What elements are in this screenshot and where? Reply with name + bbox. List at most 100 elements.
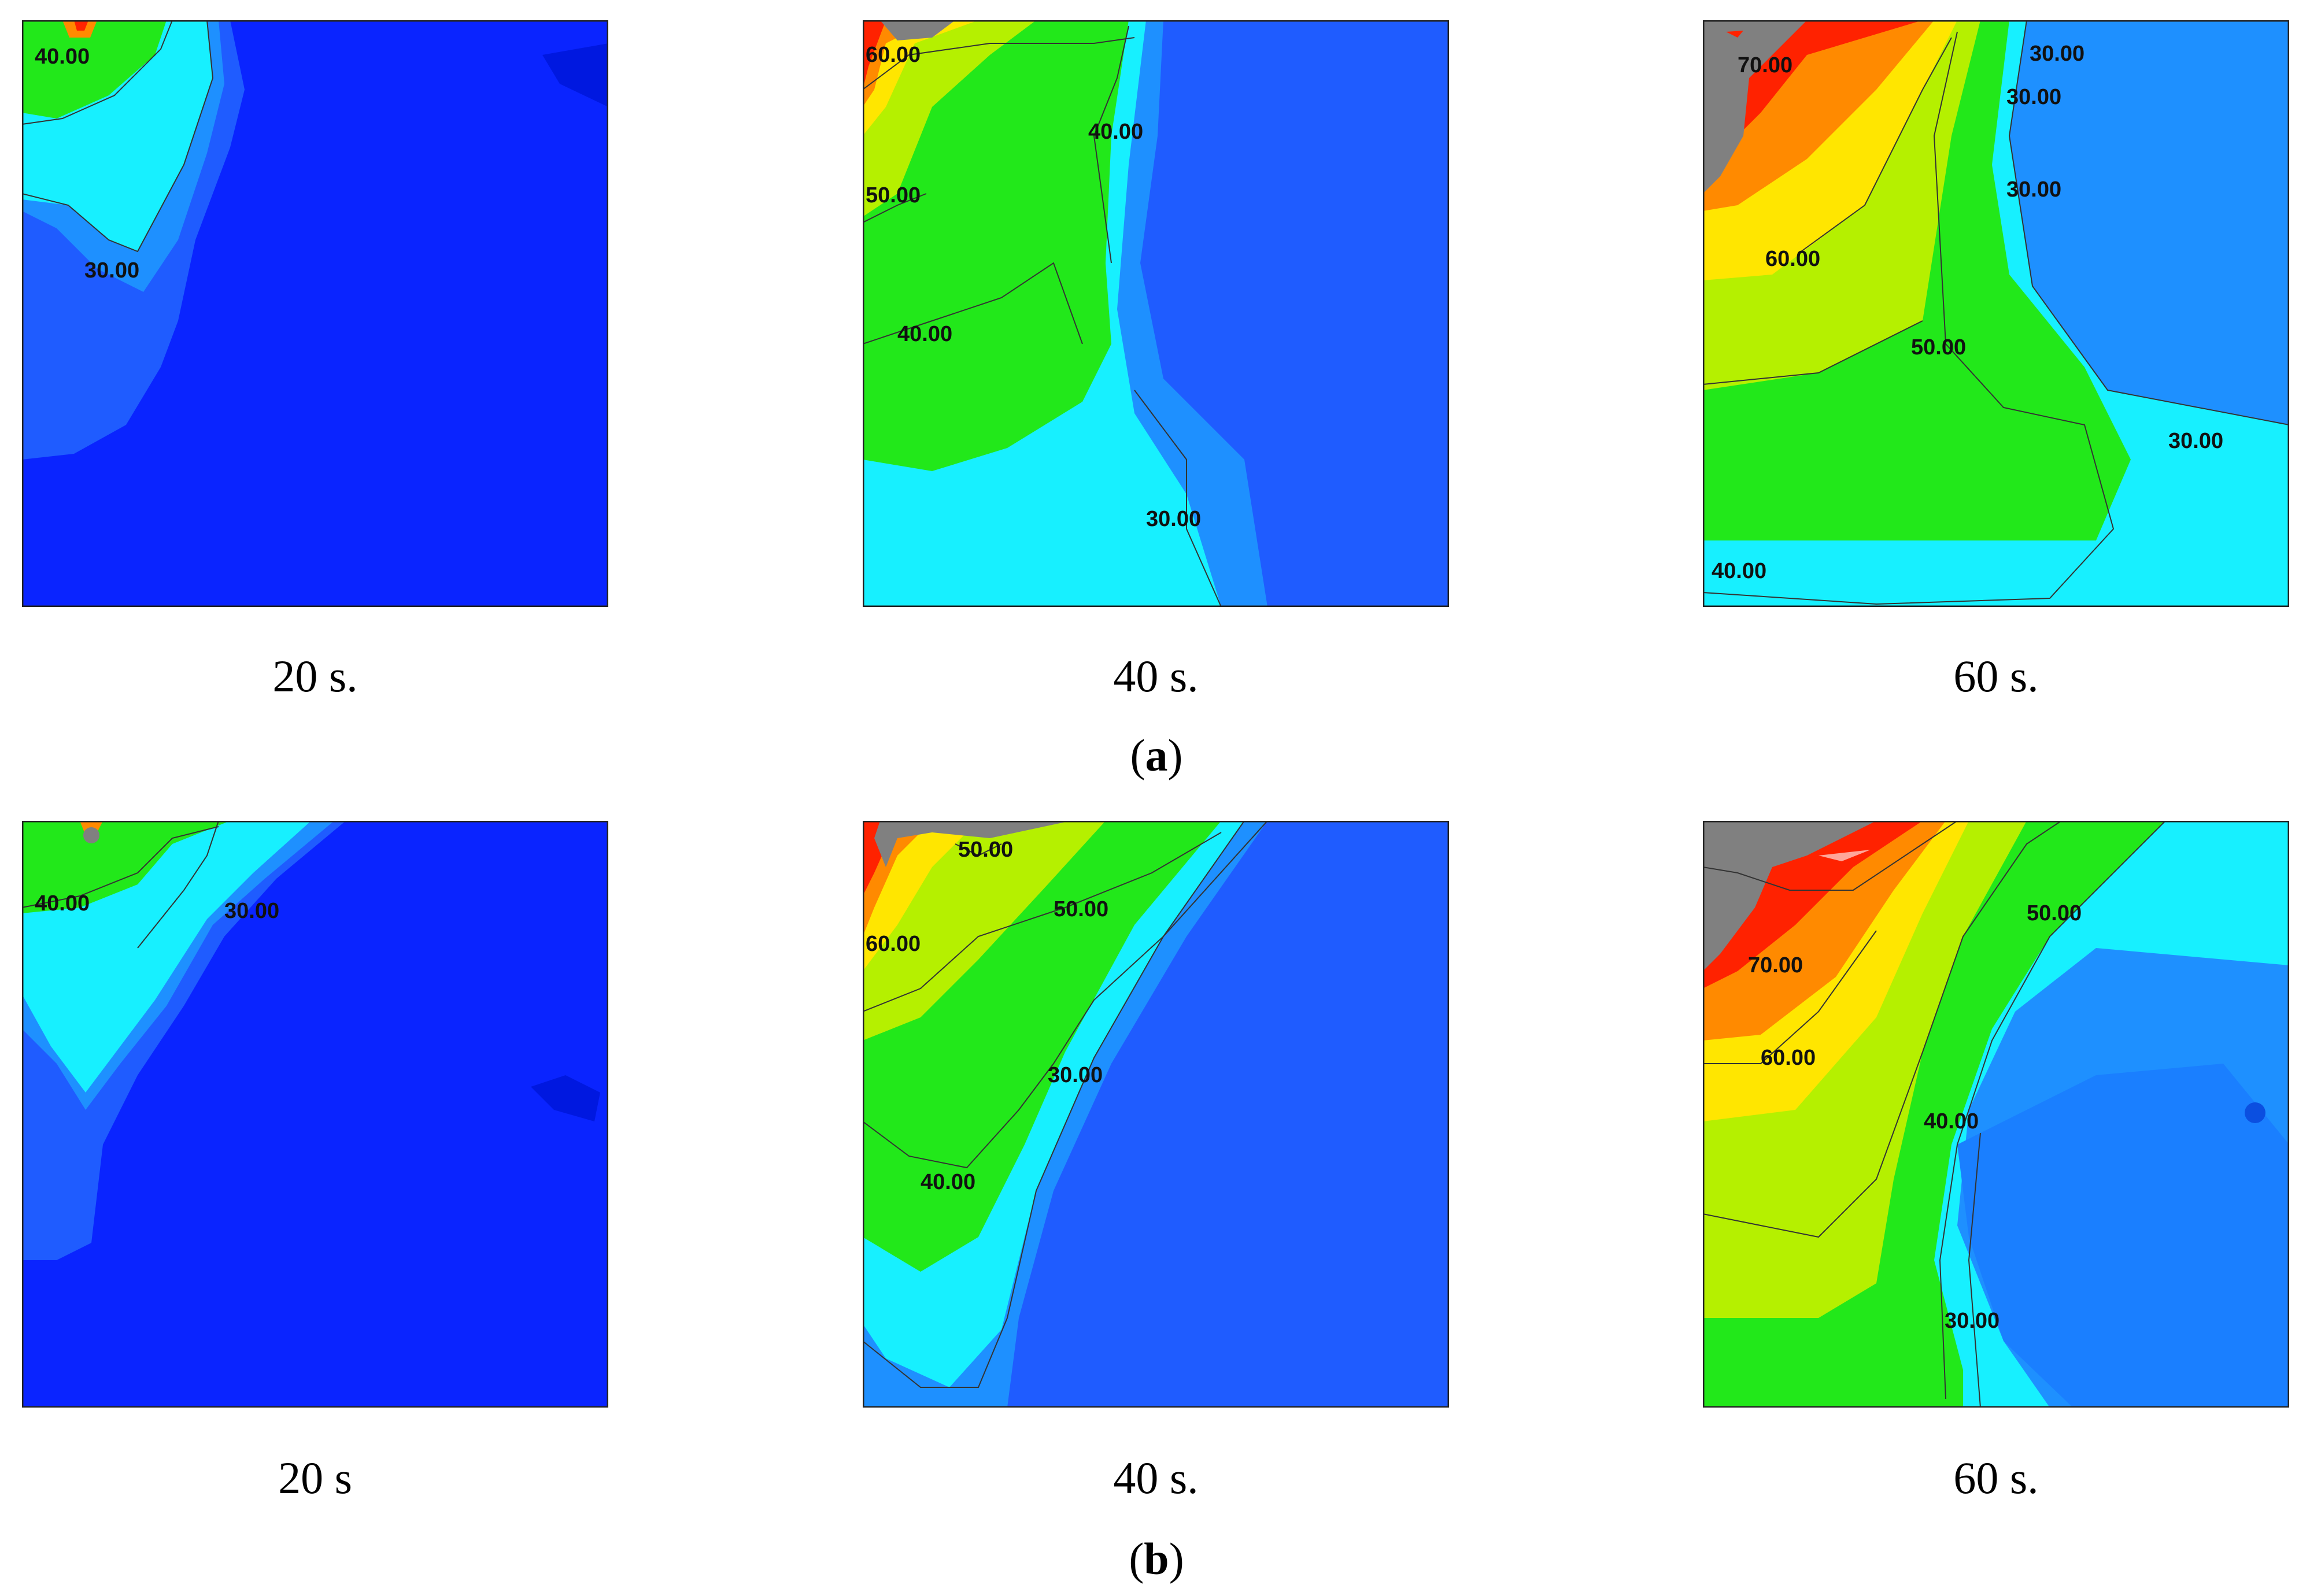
isoline-60 (863, 37, 1135, 90)
contour-label: 40.00 (35, 45, 90, 69)
contour-label: 30.00 (2006, 85, 2061, 109)
contour-label: 50.00 (2027, 901, 2082, 925)
paren-close: ) (1169, 1534, 1184, 1584)
temperature-field-b-20s: 40.00 30.00 (22, 821, 608, 1408)
isoline-40b (863, 262, 1083, 345)
isoline-50b (955, 843, 1002, 857)
contour-label: 50.00 (1911, 335, 1966, 360)
light-notch (1819, 850, 1871, 861)
panel-frame (863, 20, 1449, 607)
contour-label: 30.00 (1146, 507, 1201, 531)
contour-panel-a-20s: 40.00 30.00 (22, 20, 608, 607)
row-label-a: (a) (983, 730, 1330, 782)
overheat-region (880, 20, 955, 40)
warm-region-3 (863, 20, 1129, 471)
isoline-30 (137, 821, 219, 949)
contour-label: 30.00 (1945, 1309, 1999, 1333)
panel-caption: 60 s. (1953, 1453, 2039, 1503)
panel-caption: 20 s. (272, 651, 358, 701)
isoline-30 (863, 821, 1268, 1388)
cool-region (1957, 1064, 2289, 1408)
isoline-50 (1703, 31, 2115, 605)
paren-open: ( (1129, 1534, 1144, 1584)
hot-region (80, 821, 103, 832)
contour-label: 50.00 (958, 838, 1013, 862)
contour-label: 30.00 (2168, 429, 2223, 453)
hot-spot-core (74, 20, 88, 31)
panel-frame (863, 821, 1449, 1408)
paren-open: ( (1130, 730, 1145, 780)
isoline-30 (1968, 1132, 1981, 1408)
isoline-50 (1703, 821, 2062, 1238)
overheat-spot (83, 827, 99, 843)
contour-label: 60.00 (1761, 1046, 1816, 1070)
warm-region-4 (863, 20, 1036, 217)
cold-spot (531, 1075, 600, 1121)
contour-label: 70.00 (1738, 53, 1792, 77)
contour-label: 30.00 (2030, 42, 2084, 66)
panel-caption: 40 s. (1113, 651, 1199, 701)
contour-panel-b-20s: 40.00 30.00 (22, 821, 608, 1408)
warm-region-4 (22, 821, 230, 913)
isoline-40a (1093, 25, 1129, 264)
contour-panel-b-60s: 50.00 70.00 60.00 40.00 30.00 (1703, 821, 2289, 1408)
panel-frame (22, 821, 608, 1408)
contour-label: 50.00 (1054, 897, 1108, 921)
cold-spot (542, 43, 608, 107)
paren-close: ) (1167, 730, 1183, 780)
isoline-70 (1703, 821, 1958, 891)
contour-label: 40.00 (921, 1170, 975, 1194)
isoline-30 (22, 20, 214, 253)
contour-panel-a-40s: 60.00 40.00 50.00 40.00 30.00 (863, 20, 1449, 607)
panel-frame (1703, 821, 2289, 1408)
contour-label: 60.00 (866, 932, 921, 956)
row-letter: b (1144, 1534, 1169, 1584)
temperature-field-b-60s: 50.00 70.00 60.00 40.00 30.00 (1703, 821, 2289, 1408)
overheat-region (874, 821, 1071, 867)
contour-label: 30.00 (224, 899, 279, 923)
warm-region-4 (22, 20, 167, 119)
isoline-50 (863, 832, 1222, 1012)
panel-caption: 60 s. (1953, 651, 2039, 701)
contour-label: 30.00 (1048, 1063, 1103, 1087)
panel-caption: 20 s (278, 1453, 352, 1503)
contour-label: 40.00 (1088, 120, 1143, 144)
isoline-60 (1801, 37, 1952, 252)
hot-spot (1726, 31, 1743, 38)
cold-spot (2245, 1102, 2265, 1123)
isoline-40 (22, 20, 173, 125)
isoline-60 (1703, 930, 1877, 1064)
panel-caption: 40 s. (1113, 1453, 1199, 1503)
isoline-30 (2008, 20, 2289, 425)
panel-frame (22, 20, 608, 607)
contour-label: 50.00 (866, 183, 921, 208)
temperature-field-a-20s: 40.00 30.00 (22, 20, 608, 607)
contour-label: 40.00 (897, 322, 952, 346)
contour-label: 40.00 (1712, 559, 1766, 583)
contour-panel-a-60s: 70.00 30.00 30.00 30.00 60.00 50.00 30.0… (1703, 20, 2289, 607)
warm-region-5 (863, 20, 978, 136)
warm-region-6 (863, 20, 932, 107)
isoline-40 (1703, 320, 1923, 385)
hot-region (863, 20, 886, 90)
isoline-40 (863, 821, 1245, 1169)
contour-label: 60.00 (866, 43, 921, 67)
contour-label: 60.00 (1765, 247, 1820, 271)
panel-frame (1703, 20, 2289, 607)
contour-label: 40.00 (35, 891, 90, 916)
isoline-50 (863, 193, 927, 223)
contour-label: 70.00 (1748, 953, 1803, 977)
temperature-field-a-60s: 70.00 30.00 30.00 30.00 60.00 50.00 30.0… (1703, 20, 2289, 607)
isoline-40 (22, 826, 219, 908)
row-label-b: (b) (983, 1533, 1330, 1585)
temperature-field-b-40s: 50.00 50.00 60.00 30.00 40.00 (863, 821, 1449, 1408)
overheat-region (1703, 821, 1876, 971)
isoline-40 (1939, 821, 2166, 1399)
contour-label: 30.00 (84, 258, 139, 283)
contour-label: 40.00 (1924, 1109, 1979, 1134)
contour-panel-b-40s: 50.00 50.00 60.00 30.00 40.00 (863, 821, 1449, 1408)
isoline-30 (1134, 390, 1222, 607)
overheat-region (1703, 20, 1807, 194)
temperature-field-a-40s: 60.00 40.00 50.00 40.00 30.00 (863, 20, 1449, 607)
contour-label: 30.00 (2006, 177, 2061, 202)
